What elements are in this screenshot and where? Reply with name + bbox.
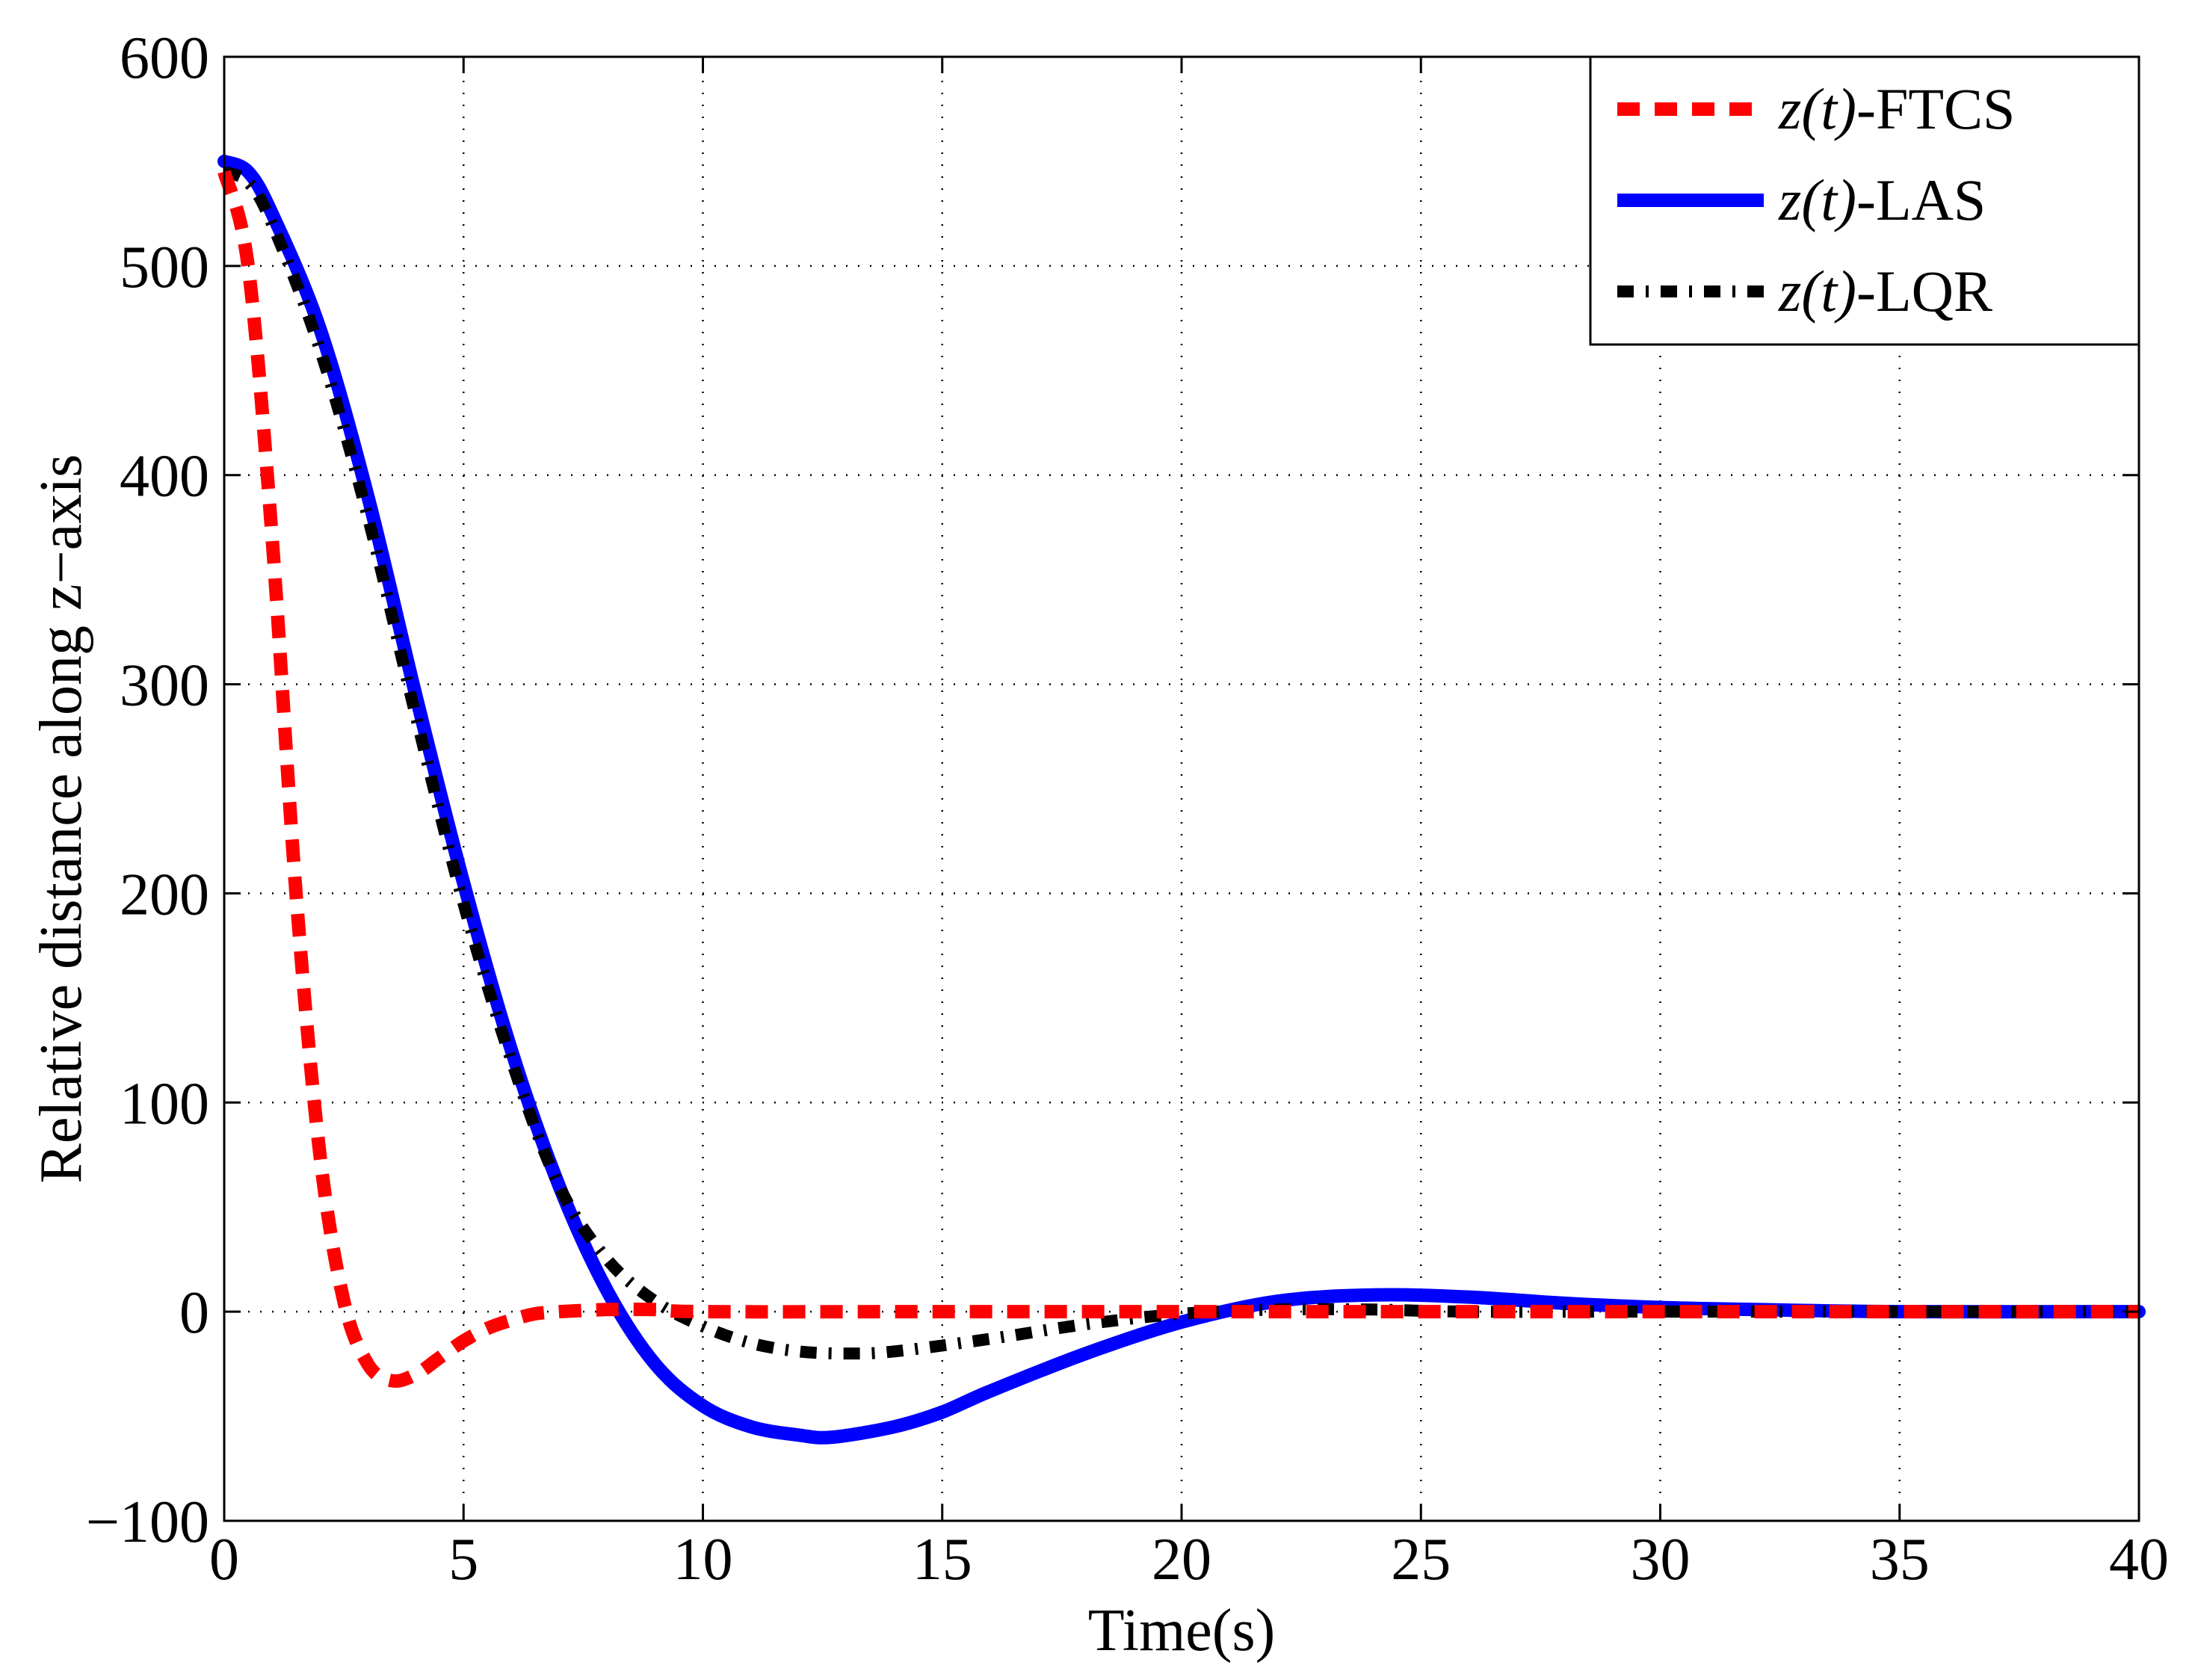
legend-label-suffix: -LQR bbox=[1856, 259, 1992, 324]
y-axis-label: Relative distance along z−axis bbox=[28, 454, 94, 1184]
x-tick-label: 40 bbox=[2109, 1527, 2169, 1593]
legend-item: z(t)-FTCS bbox=[1617, 76, 2015, 141]
legend-label-math: z(t) bbox=[1778, 76, 1856, 141]
grid bbox=[224, 57, 2139, 1521]
legend-label-suffix: -FTCS bbox=[1856, 76, 2015, 141]
y-tick-label: 200 bbox=[120, 862, 209, 927]
legend-label: z(t)-LQR bbox=[1778, 259, 1992, 324]
x-tick-label: 10 bbox=[673, 1527, 733, 1593]
x-tick-label: 25 bbox=[1391, 1527, 1451, 1593]
y-tick-label: 100 bbox=[120, 1071, 209, 1137]
y-tick-label: 400 bbox=[120, 444, 209, 510]
y-tick-label: −100 bbox=[86, 1489, 209, 1555]
x-tick-label: 35 bbox=[1870, 1527, 1930, 1593]
legend-label: z(t)-FTCS bbox=[1778, 76, 2015, 141]
x-tick-label: 0 bbox=[209, 1527, 239, 1593]
legend-label: z(t)-LAS bbox=[1778, 167, 1986, 232]
y-tick-label: 300 bbox=[120, 653, 209, 719]
legend-item: z(t)-LQR bbox=[1617, 259, 1992, 324]
x-tick-label: 30 bbox=[1631, 1527, 1691, 1593]
y-tick-label: 500 bbox=[120, 235, 209, 300]
x-tick-label: 5 bbox=[448, 1527, 478, 1593]
legend-label-math: z(t) bbox=[1778, 259, 1856, 324]
y-tick-label: 600 bbox=[120, 25, 209, 91]
x-axis-label: Time(s) bbox=[1088, 1598, 1275, 1664]
x-tick-label: 15 bbox=[913, 1527, 972, 1593]
legend-label-math: z(t) bbox=[1778, 167, 1856, 232]
legend-label-suffix: -LAS bbox=[1856, 167, 1986, 232]
y-tick-label: 0 bbox=[179, 1280, 209, 1346]
x-tick-label: 20 bbox=[1152, 1527, 1211, 1593]
plot-series bbox=[217, 154, 2146, 1445]
legend-item: z(t)-LAS bbox=[1617, 167, 1986, 232]
